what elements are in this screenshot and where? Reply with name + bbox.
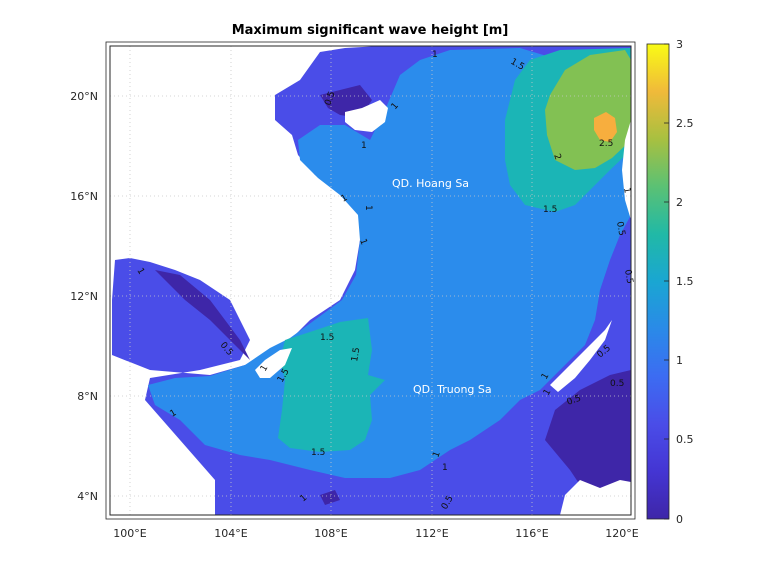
contour-label: 1: [259, 364, 271, 374]
grid: [110, 46, 631, 515]
contour-label: 2: [551, 153, 562, 162]
contour-label: 0.5: [614, 221, 626, 237]
contour-label: 1: [442, 463, 448, 473]
map-frame: [109, 45, 632, 516]
contour-label: 0.5: [566, 394, 583, 408]
map-area: [110, 46, 631, 515]
x-tick-label: 104°E: [214, 527, 247, 540]
colorbar-tick-label: 0: [676, 513, 683, 526]
wave-zone-0-south: [320, 490, 340, 505]
region-label-truong-sa: QD. Truong Sa: [413, 383, 492, 396]
x-tick-label: 116°E: [515, 527, 548, 540]
contour-label: 1: [361, 141, 367, 151]
contour-label: 0.5: [622, 269, 634, 285]
contour-label: 1: [432, 50, 438, 60]
y-tick-label: 20°N: [70, 90, 98, 103]
y-tick-label: 16°N: [70, 190, 98, 203]
wave-zone-0-sulu: [545, 370, 631, 515]
wave-zone-1.5-south: [278, 318, 385, 452]
region-label-hoang-sa: QD. Hoang Sa: [392, 177, 469, 190]
x-tick-label: 112°E: [415, 527, 448, 540]
land-hainan: [345, 100, 388, 132]
contour-label: 1: [299, 493, 310, 504]
colorbar-tick-label: 0.5: [676, 433, 694, 446]
contour-label: 1: [542, 388, 554, 398]
land-palawan: [550, 320, 612, 392]
wave-zone-2.5: [594, 112, 617, 142]
wave-zone-0-gulf-thailand: [155, 270, 250, 360]
contour-label: 1.5: [320, 333, 334, 343]
colorbar-tick-label: 3: [676, 38, 683, 51]
map-frame-outer: [105, 41, 636, 520]
contour-label: 1: [169, 408, 179, 420]
contour-label: 0.5: [610, 379, 624, 389]
y-tick-label: 8°N: [77, 390, 98, 403]
contour-label: 1: [363, 205, 373, 211]
map-title: Maximum significant wave height [m]: [232, 23, 509, 38]
x-tick-label: 108°E: [314, 527, 347, 540]
contour-label: 1: [357, 238, 368, 247]
contour-label: 1: [390, 101, 401, 112]
contour-label: 1.5: [543, 205, 557, 215]
colorbar-tick-label: 2: [676, 196, 683, 209]
x-tick-label: 120°E: [605, 527, 638, 540]
land-mekong: [255, 348, 292, 378]
y-axis: 20°N 16°N 12°N 8°N 4°N: [70, 90, 98, 503]
x-tick-label: 100°E: [113, 527, 146, 540]
colorbar: 3 2.5 2 1.5 1 0.5 0: [646, 38, 694, 526]
x-axis: 100°E 104°E 108°E 112°E 116°E 120°E: [113, 527, 638, 540]
colorbar-tick-label: 1.5: [676, 275, 694, 288]
colorbar-gradient: [646, 43, 670, 520]
colorbar-tick-label: 1: [676, 354, 683, 367]
contour-label: 1.5: [311, 448, 325, 458]
land-borneo: [560, 480, 631, 515]
land-philippines-luzon: [622, 120, 631, 220]
y-tick-label: 4°N: [77, 490, 98, 503]
y-tick-label: 12°N: [70, 290, 98, 303]
contour-label: 1: [340, 193, 350, 205]
contour-label: 1: [134, 267, 146, 277]
contour-label: 1: [621, 187, 632, 194]
contour-label: 1: [540, 372, 552, 382]
contour-label: 2.5: [599, 139, 613, 149]
colorbar-tick-label: 2.5: [676, 117, 694, 130]
contour-label: 1: [431, 450, 442, 459]
contour-label: 1.5: [350, 347, 362, 363]
contour-label: 0.5: [323, 90, 337, 107]
